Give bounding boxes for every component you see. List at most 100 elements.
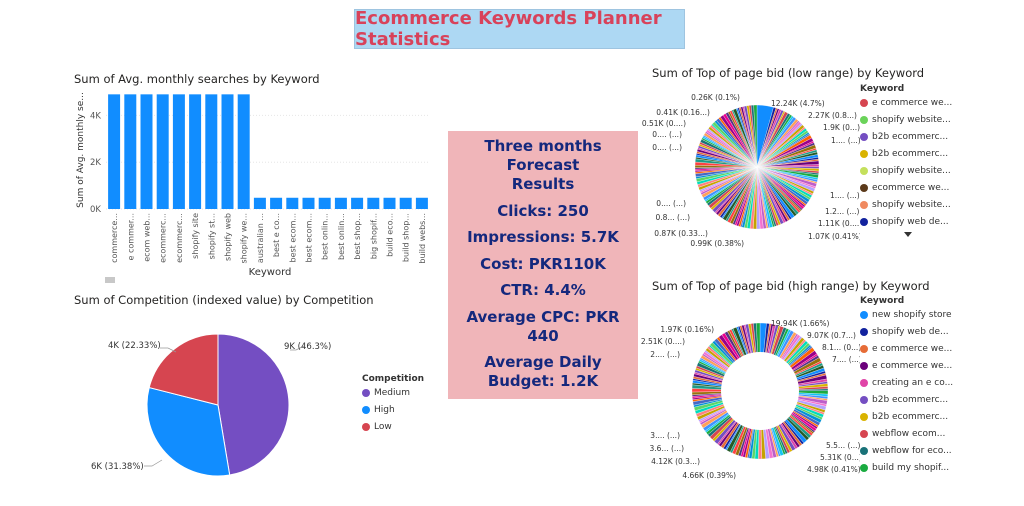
legend-dot bbox=[362, 422, 370, 431]
pie-data-label: 4.66K (0.39%) bbox=[682, 471, 736, 480]
legend-item-medium[interactable]: Medium bbox=[362, 384, 424, 401]
bar[interactable] bbox=[189, 94, 202, 209]
competition-pie-chart: 9K (46.3%) 4K (22.33%) 6K (31.38%) bbox=[91, 333, 331, 477]
bar-x-tick-label: big shopif... bbox=[369, 213, 378, 259]
bar-y-tick-label: 4K bbox=[90, 111, 101, 121]
bar-x-tick-label: build eco... bbox=[386, 213, 395, 257]
pie-data-label: 0.8... (...) bbox=[656, 213, 691, 222]
legend-item[interactable]: webflow ecom... bbox=[860, 425, 953, 442]
pie-data-label: 9.07K (0.7...) bbox=[807, 331, 856, 340]
legend-item[interactable]: b2b ecommerc... bbox=[860, 128, 952, 145]
pie-label-low: 4K (22.33%) bbox=[108, 341, 161, 351]
legend-dot bbox=[362, 388, 370, 397]
legend-item[interactable]: b2b ecommerc... bbox=[860, 408, 953, 425]
pie-data-label: 8.1... (0...) bbox=[822, 343, 860, 352]
legend-item[interactable]: shopify website... bbox=[860, 111, 952, 128]
pie-data-label: 4.98K (0.41%) bbox=[807, 465, 860, 474]
legend-item-low[interactable]: Low bbox=[362, 418, 424, 435]
bar-chart-title: Sum of Avg. monthly searches by Keyword bbox=[74, 72, 320, 86]
legend-item[interactable]: e commerce we... bbox=[860, 357, 953, 374]
high-bid-legend: Keyword new shopify store shopify web de.… bbox=[860, 296, 953, 476]
pie-slice[interactable] bbox=[753, 104, 758, 168]
pie-data-label: 2.51K (0....) bbox=[641, 337, 685, 346]
bar-x-tick-label: shopify we... bbox=[240, 213, 249, 263]
pie-data-label: 1.9K (0...) bbox=[823, 123, 860, 132]
legend-label: shopify web de... bbox=[872, 326, 949, 337]
legend-item[interactable]: shopify web de... bbox=[860, 323, 953, 340]
legend-item[interactable]: e commerce we... bbox=[860, 340, 953, 357]
bar-x-tick-label: best onlin... bbox=[337, 213, 346, 260]
bar[interactable] bbox=[172, 94, 185, 209]
kpi-ctr: CTR: 4.4% bbox=[500, 281, 586, 299]
legend-dot bbox=[860, 149, 868, 158]
pie-slice-high[interactable] bbox=[146, 386, 231, 477]
bar-chart-x-axis-label: Keyword bbox=[249, 267, 292, 278]
bar[interactable] bbox=[237, 94, 250, 209]
bar[interactable] bbox=[253, 197, 266, 209]
legend-item[interactable]: ecommerce we... bbox=[860, 179, 952, 196]
legend-item[interactable]: creating an e co... bbox=[860, 374, 953, 391]
legend-dot bbox=[860, 395, 868, 404]
bar[interactable] bbox=[108, 94, 121, 209]
bar[interactable] bbox=[156, 94, 169, 209]
legend-label: ecommerce we... bbox=[872, 182, 950, 193]
bar[interactable] bbox=[270, 197, 283, 209]
legend-label: Low bbox=[374, 421, 392, 432]
legend-item[interactable]: webflow for eco... bbox=[860, 442, 953, 459]
bar-y-tick-label: 0K bbox=[90, 205, 101, 215]
legend-label: new shopify store bbox=[872, 309, 952, 320]
bar-x-tick-label: build shop... bbox=[402, 213, 411, 262]
pie-slice-medium[interactable] bbox=[217, 333, 290, 476]
legend-item[interactable]: shopify website... bbox=[860, 162, 952, 179]
low-bid-legend: Keyword e commerce we... shopify website.… bbox=[860, 84, 952, 237]
legend-label: High bbox=[374, 404, 395, 415]
legend-label: shopify web de... bbox=[872, 216, 949, 227]
legend-item[interactable]: shopify web de... bbox=[860, 213, 952, 230]
legend-item[interactable]: b2b ecommerc... bbox=[860, 145, 952, 162]
legend-label: e commerce we... bbox=[872, 97, 953, 108]
pie-data-label: 0.41K (0.16...) bbox=[656, 108, 710, 117]
bar[interactable] bbox=[205, 94, 218, 209]
bar-x-tick-label: best onlin... bbox=[321, 213, 330, 260]
legend-dot bbox=[860, 446, 868, 455]
pie-data-label: 0.99K (0.38%) bbox=[690, 239, 744, 248]
legend-scroll-down-icon[interactable] bbox=[904, 232, 912, 237]
bar[interactable] bbox=[124, 94, 137, 209]
bar-chart-y-axis-label: Sum of Avg. monthly se... bbox=[76, 92, 86, 208]
legend-dot bbox=[860, 132, 868, 141]
bar[interactable] bbox=[302, 197, 315, 209]
bar-x-tick-label: commerce... bbox=[110, 213, 119, 263]
legend-dot bbox=[860, 310, 868, 319]
pie-slice-low[interactable] bbox=[148, 333, 219, 406]
kpi-average-daily-budget: Average Daily Budget: 1.2K bbox=[484, 353, 602, 390]
pie-data-label: 5.5... (...) bbox=[826, 441, 860, 450]
bar[interactable] bbox=[334, 197, 347, 209]
bar-x-tick-label: best ecom... bbox=[305, 213, 314, 262]
bar[interactable] bbox=[415, 197, 428, 209]
bar-x-tick-label: best shop... bbox=[353, 213, 362, 260]
legend-item[interactable]: new shopify store bbox=[860, 306, 953, 323]
bar-x-tick-label: ecommerc... bbox=[159, 213, 168, 263]
bar[interactable] bbox=[367, 197, 380, 209]
bar[interactable] bbox=[140, 94, 153, 209]
bar[interactable] bbox=[318, 197, 331, 209]
competition-legend: Competition Medium High Low bbox=[362, 374, 424, 435]
pie-data-label: 2.27K (0.8...) bbox=[808, 111, 857, 120]
bar[interactable] bbox=[286, 197, 299, 209]
legend-item-high[interactable]: High bbox=[362, 401, 424, 418]
bar[interactable] bbox=[399, 197, 412, 209]
bar[interactable] bbox=[351, 197, 364, 209]
legend-item[interactable]: shopify website... bbox=[860, 196, 952, 213]
pie-data-label: 1.11K (0....) bbox=[818, 219, 860, 228]
legend-item[interactable]: e commerce we... bbox=[860, 94, 952, 111]
pie-data-label: 0.87K (0.33...) bbox=[654, 229, 708, 238]
bar-chart-scrollbar[interactable] bbox=[105, 277, 115, 283]
pie-label-medium: 9K (46.3%) bbox=[284, 342, 331, 352]
bar[interactable] bbox=[221, 94, 234, 209]
legend-item[interactable]: b2b ecommerc... bbox=[860, 391, 953, 408]
bar-x-tick-label: best ecom... bbox=[288, 213, 297, 262]
legend-item[interactable]: build my shopif... bbox=[860, 459, 953, 476]
bar[interactable] bbox=[383, 197, 396, 209]
pie-data-label: 1.... (...) bbox=[831, 136, 860, 145]
kpi-heading: Three months Forecast Results bbox=[484, 137, 602, 193]
